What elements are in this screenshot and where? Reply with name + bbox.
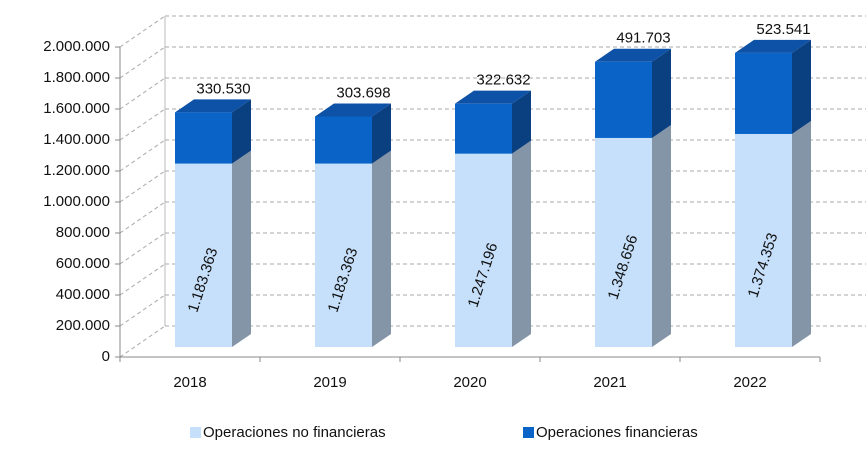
bar-front xyxy=(595,137,652,347)
grid-diagonal xyxy=(119,170,166,203)
value-label: 322.632 xyxy=(476,72,530,89)
bar-front xyxy=(175,163,232,347)
bar-side xyxy=(372,103,391,164)
x-tick-label: 2018 xyxy=(173,374,206,391)
grid-diagonal xyxy=(119,263,166,296)
grid-diagonal xyxy=(119,77,166,110)
y-tick-label: 1.200.000 xyxy=(43,162,110,179)
x-tick-label: 2020 xyxy=(453,374,486,391)
bar-side xyxy=(372,150,391,347)
bar-side xyxy=(232,150,251,347)
bar-front xyxy=(315,163,372,347)
bar-front xyxy=(595,61,652,138)
legend-swatch xyxy=(190,427,201,438)
grid-diagonal xyxy=(119,108,166,141)
bar-side xyxy=(232,99,251,164)
y-tick-label: 600.000 xyxy=(56,255,110,272)
x-tick-label: 2022 xyxy=(733,374,766,391)
value-label: 330.530 xyxy=(196,80,250,97)
bar-top xyxy=(315,103,391,117)
y-tick-label: 800.000 xyxy=(56,224,110,241)
legend-swatch xyxy=(523,427,534,438)
y-tick-label: 1.800.000 xyxy=(43,69,110,86)
bar-front xyxy=(455,103,512,154)
y-tick-label: 0 xyxy=(102,348,110,365)
y-tick-label: 1.000.000 xyxy=(43,193,110,210)
value-label: 303.698 xyxy=(336,84,390,101)
grid-diagonal xyxy=(119,139,166,172)
grid-diagonal xyxy=(119,201,166,234)
y-tick-label: 1.400.000 xyxy=(43,131,110,148)
x-tick-label: 2021 xyxy=(593,374,626,391)
y-tick-label: 1.600.000 xyxy=(43,100,110,117)
bar-front xyxy=(455,153,512,347)
bar-side xyxy=(652,124,671,348)
bar-side xyxy=(792,120,811,348)
y-tick-label: 400.000 xyxy=(56,286,110,303)
bar-front xyxy=(735,52,792,134)
bar-top xyxy=(175,99,251,113)
grid-diagonal xyxy=(119,325,166,358)
legend-label: Operaciones no financieras xyxy=(203,424,386,441)
grid-diagonal xyxy=(119,294,166,327)
bar-side xyxy=(792,39,811,134)
bar-side xyxy=(652,48,671,138)
grid-diagonal xyxy=(119,232,166,265)
grid-diagonal xyxy=(119,46,166,79)
bar-front xyxy=(735,133,792,347)
legend-label: Operaciones financieras xyxy=(536,424,698,441)
bar-side xyxy=(512,140,531,347)
value-label: 523.541 xyxy=(756,21,810,38)
grid-diagonal xyxy=(119,15,166,48)
bar-top xyxy=(595,48,671,62)
y-tick-label: 200.000 xyxy=(56,317,110,334)
y-tick-label: 2.000.000 xyxy=(43,38,110,55)
value-label: 491.703 xyxy=(616,30,670,47)
bar-top xyxy=(455,90,531,104)
bar-top xyxy=(735,39,811,53)
bar-side xyxy=(512,90,531,154)
bar-front xyxy=(175,112,232,164)
bar-front xyxy=(315,116,372,164)
x-tick-label: 2019 xyxy=(313,374,346,391)
